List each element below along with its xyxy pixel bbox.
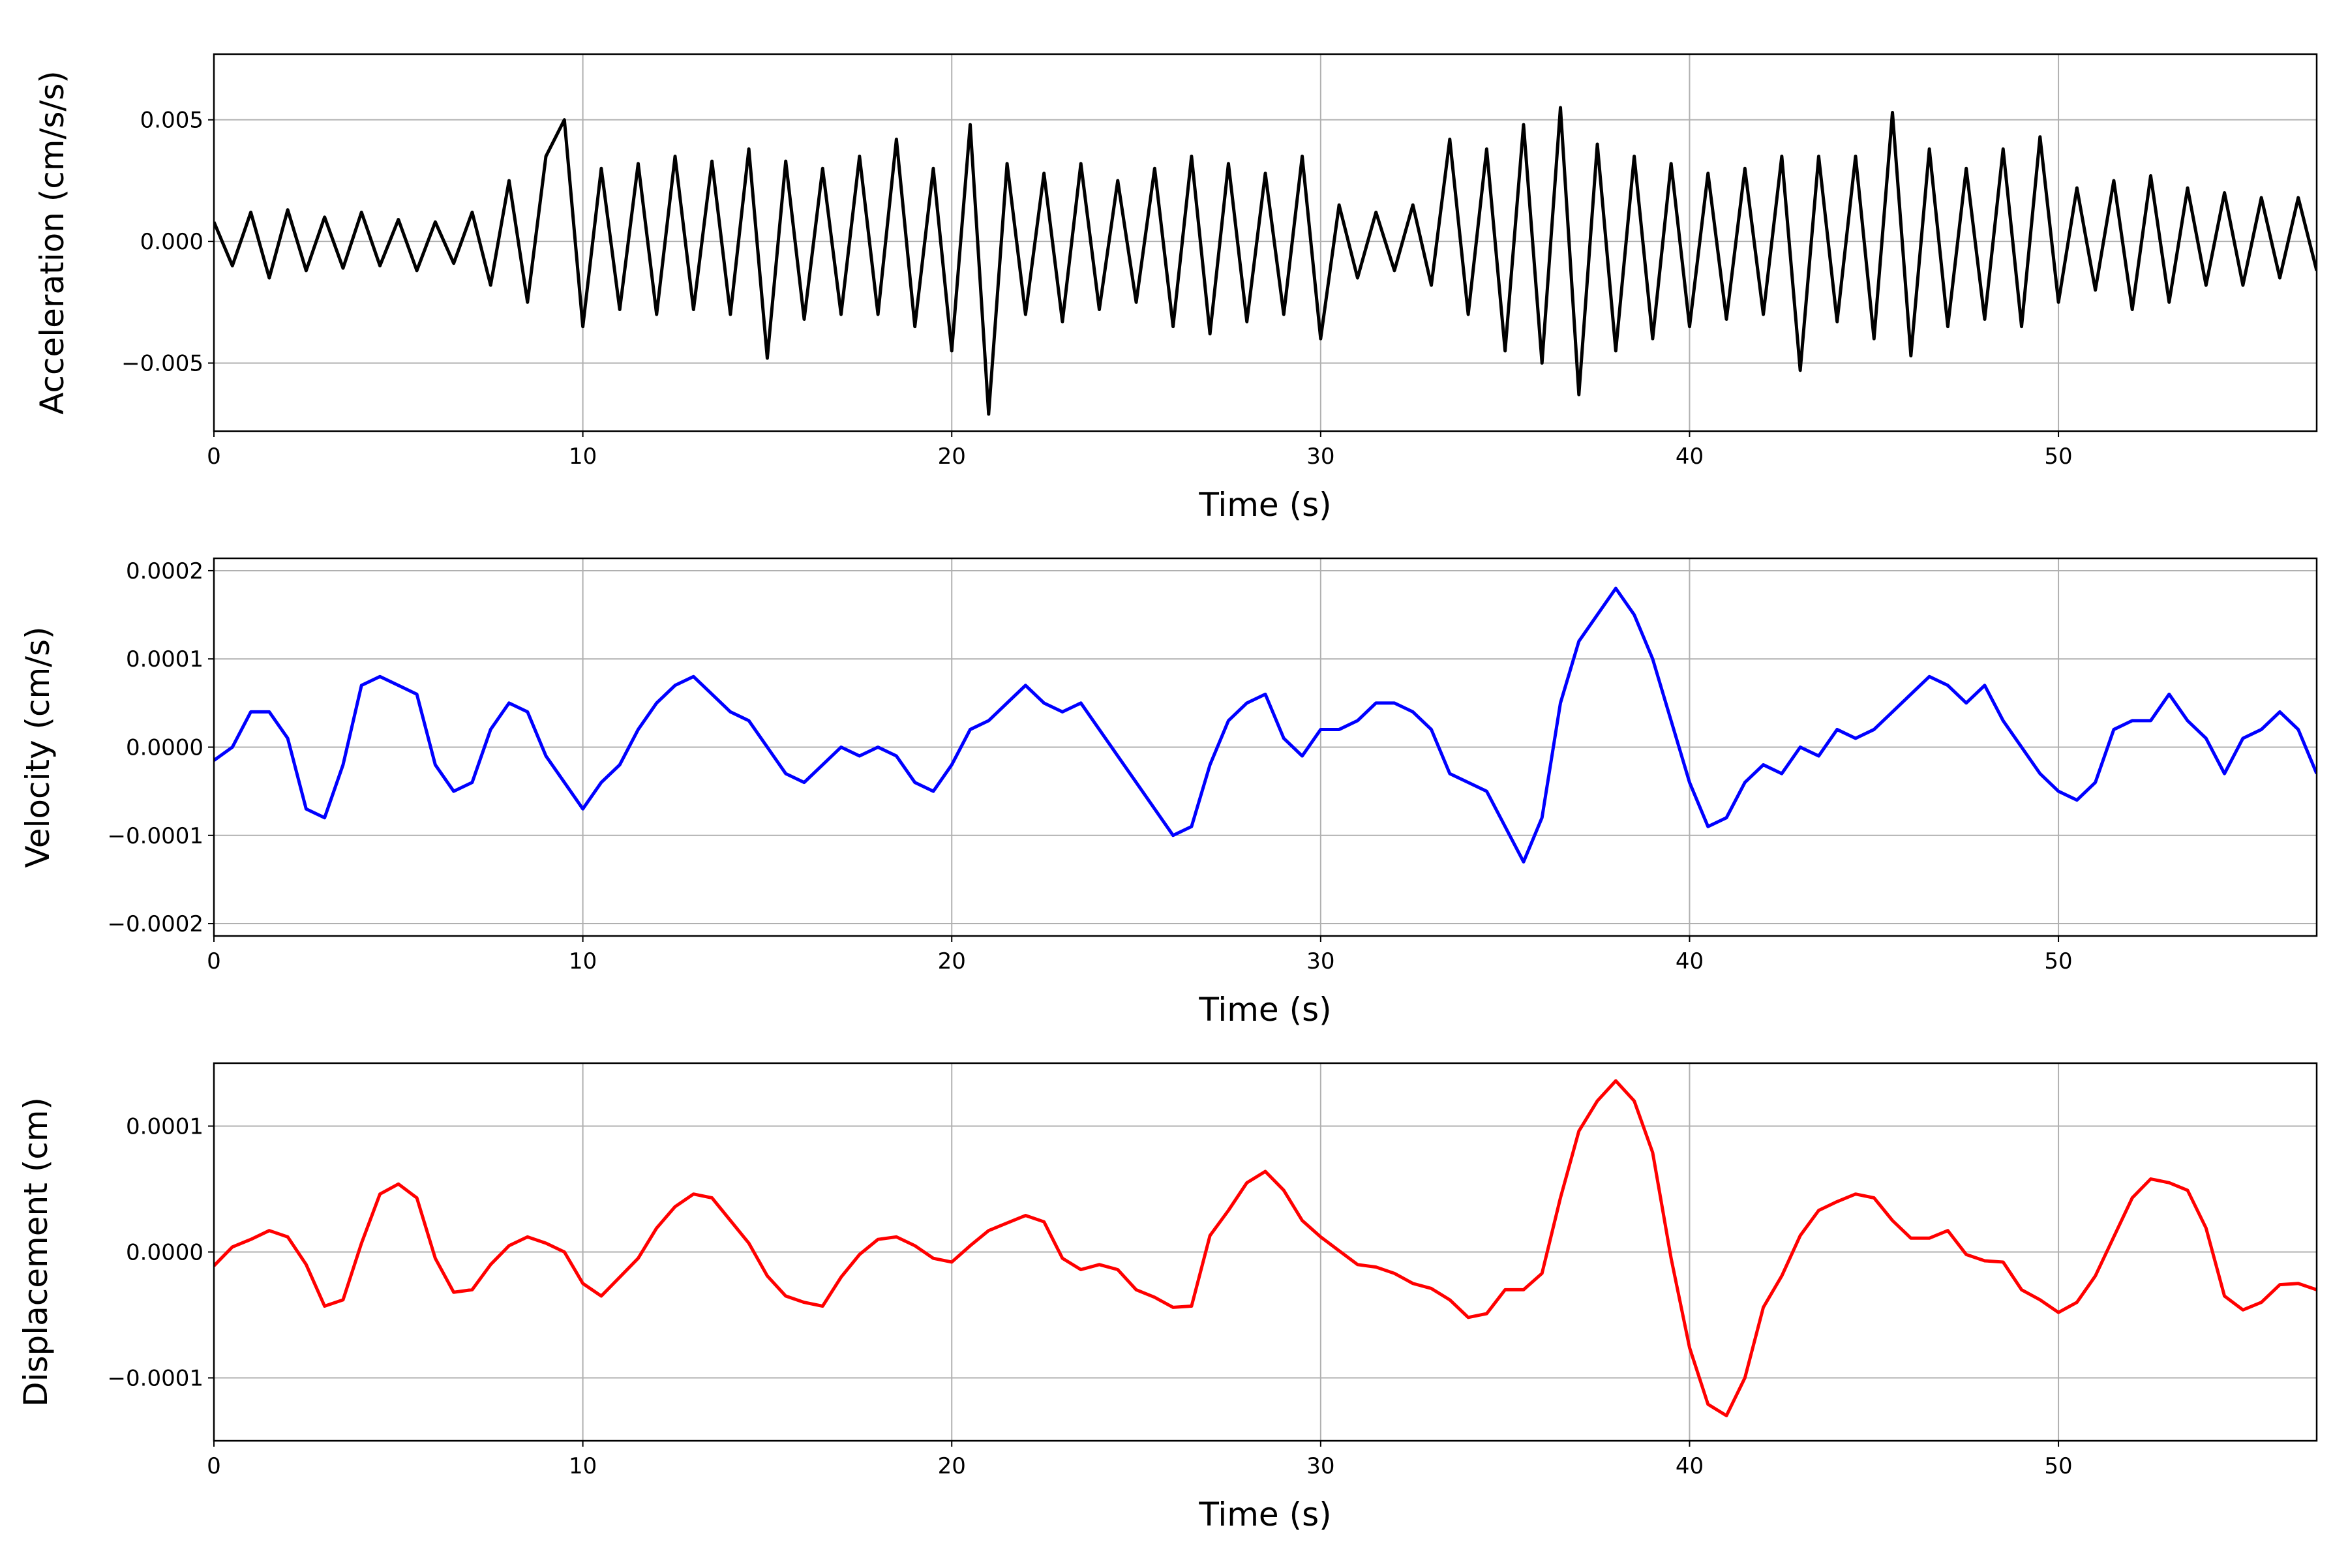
x-tick-label: 30 — [1306, 948, 1334, 974]
x-tick-label: 40 — [1676, 948, 1704, 974]
x-tick-label: 20 — [938, 948, 966, 974]
plot-frame — [213, 1062, 2318, 1442]
y-tick-label: 0.005 — [140, 108, 203, 134]
x-tick-label: 50 — [2044, 444, 2072, 470]
data-line — [214, 1079, 2317, 1417]
x-tick-label: 10 — [569, 948, 597, 974]
x-tick-label: 50 — [2044, 1453, 2072, 1479]
x-tick-label: 40 — [1676, 1453, 1704, 1479]
y-tick-label: 0.0001 — [126, 1114, 203, 1140]
x-axis-label: Time (s) — [1198, 486, 1331, 524]
x-tick-label: 50 — [2044, 948, 2072, 974]
y-tick-label: 0.0000 — [126, 735, 203, 761]
y-axis-label: Velocity (cm/s) — [19, 626, 57, 867]
x-tick-label: 10 — [569, 1453, 597, 1479]
plot-frame — [213, 53, 2318, 432]
data-line — [214, 586, 2317, 864]
plot-frame — [213, 557, 2318, 937]
x-tick-label: 0 — [207, 948, 221, 974]
y-tick-label: −0.0002 — [108, 911, 203, 937]
data-line — [214, 106, 2317, 416]
y-tick-label: 0.000 — [140, 229, 203, 255]
y-tick-label: 0.0002 — [126, 558, 203, 584]
y-tick-label: 0.0000 — [126, 1240, 203, 1266]
x-tick-label: 20 — [938, 444, 966, 470]
x-axis-label: Time (s) — [1198, 991, 1331, 1029]
x-tick-label: 40 — [1676, 444, 1704, 470]
x-tick-label: 10 — [569, 444, 597, 470]
x-tick-label: 0 — [207, 444, 221, 470]
y-axis-label: Displacement (cm) — [17, 1097, 55, 1407]
x-tick-label: 30 — [1306, 444, 1334, 470]
x-tick-label: 20 — [938, 1453, 966, 1479]
y-tick-label: −0.005 — [121, 351, 203, 377]
y-tick-label: −0.0001 — [108, 823, 203, 849]
y-tick-label: 0.0001 — [126, 646, 203, 672]
y-tick-label: −0.0001 — [108, 1366, 203, 1392]
x-tick-label: 30 — [1306, 1453, 1334, 1479]
x-tick-label: 0 — [207, 1453, 221, 1479]
y-axis-label: Acceleration (cm/s/s) — [33, 70, 71, 415]
x-axis-label: Time (s) — [1198, 1496, 1331, 1533]
